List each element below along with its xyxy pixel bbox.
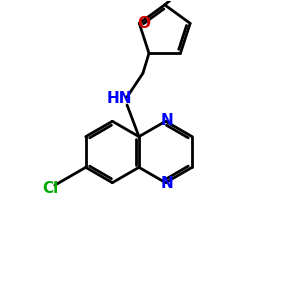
Text: HN: HN	[106, 92, 132, 106]
Text: O: O	[138, 16, 151, 31]
Text: Cl: Cl	[42, 181, 58, 196]
Text: N: N	[160, 176, 173, 191]
Text: N: N	[160, 113, 173, 128]
